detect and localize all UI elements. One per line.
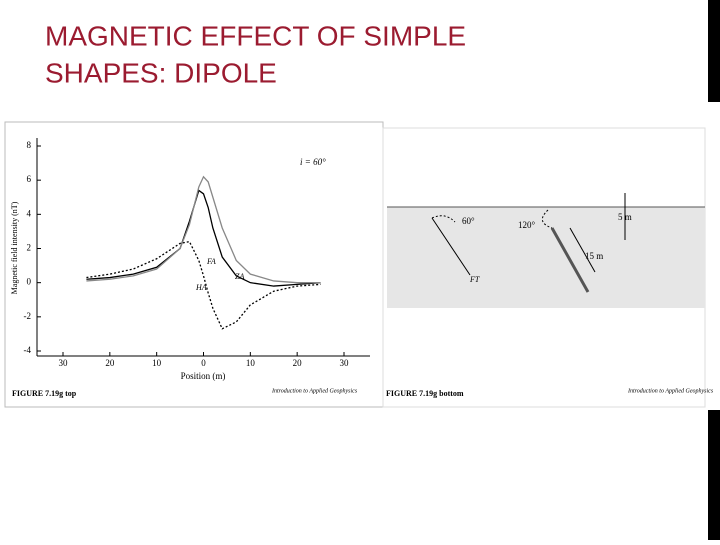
depth-label: 5 m bbox=[618, 212, 632, 222]
y-tick-label: -2 bbox=[24, 311, 32, 321]
field-label: FT bbox=[469, 275, 480, 284]
series-line bbox=[86, 189, 321, 287]
y-tick-label: 6 bbox=[27, 174, 32, 184]
length-arrow bbox=[569, 227, 596, 273]
series-label: HA bbox=[195, 283, 207, 292]
credit: Introduction to Applied Geophysics bbox=[627, 388, 714, 394]
series-line bbox=[86, 240, 321, 330]
dipole-diagram: 60° 120° 5 m 15 m FT bbox=[431, 193, 632, 293]
side-bar bbox=[708, 0, 720, 102]
x-tick-label: 0 bbox=[201, 358, 206, 368]
x-tick-label: 10 bbox=[152, 358, 162, 368]
series-line bbox=[86, 175, 321, 284]
chart: -4 -2 0 2 4 6 8 30 20 10 0 10 20 30 Position (m) Magnet… bbox=[10, 138, 370, 381]
angle-label: 120° bbox=[518, 220, 536, 230]
slide-title: SHAPES: DIPOLE bbox=[45, 57, 277, 88]
angle-arc bbox=[431, 215, 456, 223]
angle-arc bbox=[541, 209, 553, 229]
length-label: 15 m bbox=[585, 251, 603, 261]
angle-label: 60° bbox=[462, 216, 475, 226]
x-tick-label: 30 bbox=[59, 358, 69, 368]
slide-title: MAGNETIC EFFECT OF SIMPLE bbox=[45, 20, 466, 51]
dipole-body bbox=[550, 227, 590, 293]
credit: Introduction to Applied Geophysics bbox=[271, 388, 358, 394]
x-tick-label: 30 bbox=[340, 358, 350, 368]
y-tick-label: -4 bbox=[24, 345, 32, 355]
caption: FIGURE 7.19g top bbox=[12, 389, 77, 398]
series-label: ZA bbox=[235, 272, 244, 281]
y-tick-label: 2 bbox=[27, 243, 32, 253]
x-tick-label: 20 bbox=[293, 358, 303, 368]
series-label: FA bbox=[206, 257, 216, 266]
side-bar bbox=[708, 410, 720, 540]
x-tick-label: 10 bbox=[246, 358, 256, 368]
caption: FIGURE 7.19g bottom bbox=[386, 389, 464, 398]
y-tick-label: 4 bbox=[27, 208, 32, 218]
y-axis-label: Magnetic field intensity (nT) bbox=[10, 201, 19, 294]
x-axis-label: Position (m) bbox=[181, 371, 226, 381]
figure-frame bbox=[4, 121, 384, 408]
ground-band bbox=[387, 207, 705, 308]
y-tick-label: 8 bbox=[27, 140, 32, 150]
annotation: i = 60° bbox=[300, 157, 326, 167]
x-tick-label: 20 bbox=[105, 358, 115, 368]
dipole-arrow bbox=[431, 217, 471, 276]
y-tick-label: 0 bbox=[27, 277, 32, 287]
